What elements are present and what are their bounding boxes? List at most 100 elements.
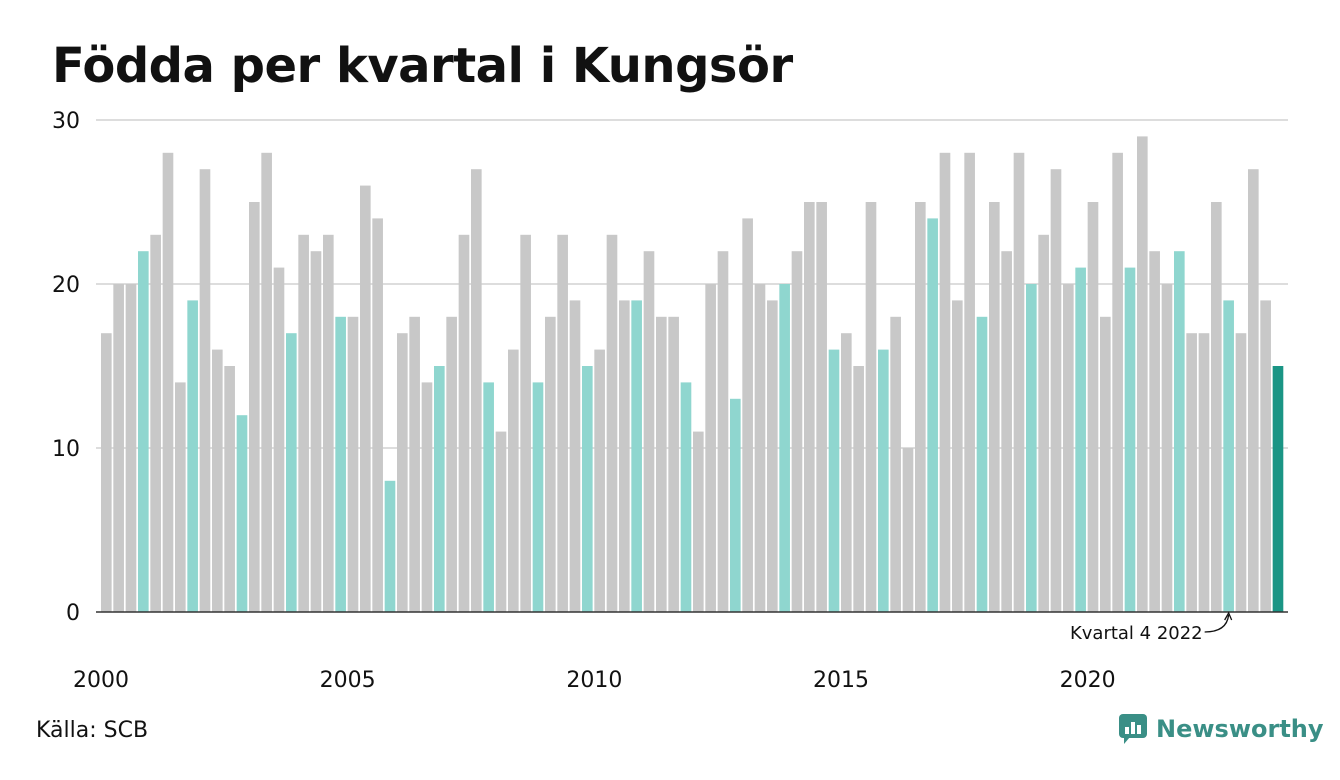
bar (286, 333, 297, 612)
bar (878, 349, 889, 612)
y-axis: 0 10 20 30 (52, 109, 80, 626)
bar (927, 218, 938, 612)
bar (717, 251, 729, 612)
bar (125, 284, 137, 612)
bar (668, 316, 679, 612)
y-tick-label: 30 (52, 109, 80, 134)
bar (1013, 152, 1025, 613)
x-tick-label: 2000 (73, 668, 129, 693)
bar (594, 349, 605, 612)
bar (557, 234, 568, 613)
bar (446, 316, 457, 612)
bar (939, 152, 951, 613)
bar (1038, 234, 1049, 613)
annotation-label: Kvartal 4 2022 (1070, 623, 1203, 644)
bar (187, 300, 198, 612)
bar (952, 300, 963, 612)
bar (1223, 300, 1234, 612)
annotation-arrowhead (1224, 611, 1233, 621)
bar (298, 234, 309, 613)
bar (138, 251, 149, 612)
bar (964, 152, 975, 613)
bar (828, 349, 840, 612)
bar (656, 316, 667, 612)
bar (224, 366, 235, 612)
bar (1112, 152, 1123, 613)
x-tick-label: 2015 (813, 668, 869, 693)
x-tick-label: 2010 (566, 668, 622, 693)
annotation-arrow (1204, 614, 1230, 633)
bar (520, 234, 531, 613)
bar (372, 218, 383, 612)
bar (730, 398, 741, 612)
bar (816, 202, 827, 612)
bar (113, 284, 124, 612)
bar (495, 431, 507, 612)
bar (1063, 284, 1074, 612)
bar (631, 300, 642, 612)
bar (1260, 300, 1271, 612)
bar (890, 316, 901, 612)
bar (1087, 202, 1099, 612)
bar (175, 382, 186, 612)
bar (310, 251, 322, 612)
bar (1137, 136, 1148, 612)
chart-title: Födda per kvartal i Kungsör (52, 38, 793, 94)
x-axis: 2000 2005 2010 2015 2020 (73, 668, 1116, 693)
bar (273, 267, 285, 612)
bar (1124, 267, 1136, 612)
bar (754, 284, 766, 612)
bar (483, 382, 494, 612)
bars (101, 136, 1284, 613)
bar (323, 234, 334, 613)
bar (902, 448, 914, 612)
brand-name: Newsworthy (1156, 715, 1324, 743)
bar (989, 202, 1000, 612)
bar (606, 234, 618, 613)
bar (212, 349, 223, 612)
bar (853, 366, 864, 612)
bar (865, 202, 877, 612)
source-note: Källa: SCB (36, 718, 149, 743)
x-tick-label: 2005 (320, 668, 376, 693)
bar (162, 152, 174, 613)
bar (841, 333, 852, 612)
bar (261, 152, 272, 613)
bar (1235, 333, 1247, 612)
bar (1075, 267, 1086, 612)
bar (569, 300, 581, 612)
bar (804, 202, 815, 612)
bar (236, 415, 248, 612)
bar (1248, 169, 1259, 612)
bar (742, 218, 753, 612)
bar (360, 185, 371, 612)
bar (705, 284, 716, 612)
bar (680, 382, 692, 612)
newsworthy-logo-icon (1119, 714, 1147, 744)
bar (643, 251, 655, 612)
bar (249, 202, 260, 612)
brand-logo: Newsworthy (1118, 713, 1324, 745)
bar (619, 300, 630, 612)
y-tick-label: 10 (52, 437, 80, 462)
bar (582, 366, 593, 612)
bar (545, 316, 556, 612)
bar (199, 169, 211, 612)
bar (335, 316, 346, 612)
bar (1026, 284, 1037, 612)
bar (976, 316, 988, 612)
x-tick-label: 2020 (1060, 668, 1116, 693)
bar (508, 349, 519, 612)
bar (347, 316, 359, 612)
y-tick-label: 0 (66, 601, 80, 626)
bar (150, 234, 161, 613)
bar (767, 300, 778, 612)
bar (1001, 251, 1012, 612)
bar (1100, 316, 1111, 612)
bar (1149, 251, 1160, 612)
bar (421, 382, 433, 612)
bar (409, 316, 420, 612)
bar (434, 366, 445, 612)
bar (791, 251, 803, 612)
